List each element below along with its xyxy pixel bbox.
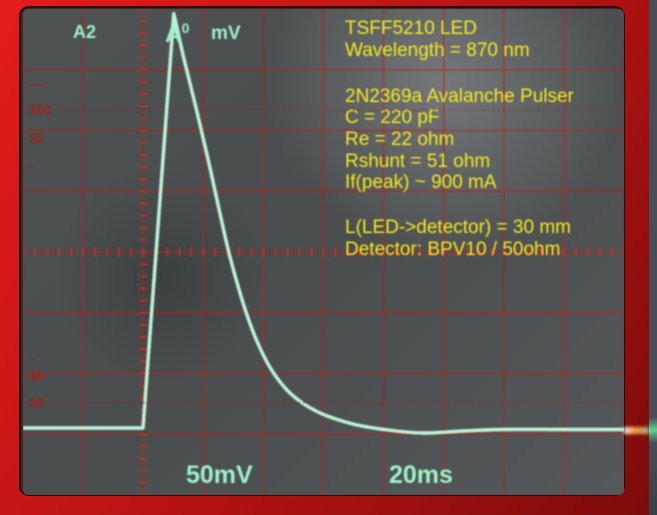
svg-text:50: 50 xyxy=(29,131,43,146)
svg-text:50mV: 50mV xyxy=(186,461,253,489)
svg-text:10: 10 xyxy=(29,369,43,384)
svg-text:TSFF5210 LED: TSFF5210 LED xyxy=(345,18,477,39)
svg-text:If(peak) ~ 900 mA: If(peak) ~ 900 mA xyxy=(345,172,497,193)
svg-text:Rshunt = 51 ohm: Rshunt = 51 ohm xyxy=(345,151,490,172)
svg-text:Detector: BPV10 / 50ohm: Detector: BPV10 / 50ohm xyxy=(345,239,560,260)
svg-text:20: 20 xyxy=(29,395,43,410)
svg-text:Re = 22 ohm: Re = 22 ohm xyxy=(345,129,454,150)
svg-text:A2: A2 xyxy=(73,22,96,42)
svg-text:A0: A0 xyxy=(165,20,190,47)
svg-text:2N2369a Avalanche Pulser: 2N2369a Avalanche Pulser xyxy=(345,86,575,107)
svg-text:L(LED->detector) = 30 mm: L(LED->detector) = 30 mm xyxy=(345,217,571,238)
svg-text:100: 100 xyxy=(29,102,51,117)
svg-text:20ms: 20ms xyxy=(389,461,453,489)
svg-text:Wavelength = 870 nm: Wavelength = 870 nm xyxy=(345,40,530,61)
svg-text:mV: mV xyxy=(211,23,241,44)
